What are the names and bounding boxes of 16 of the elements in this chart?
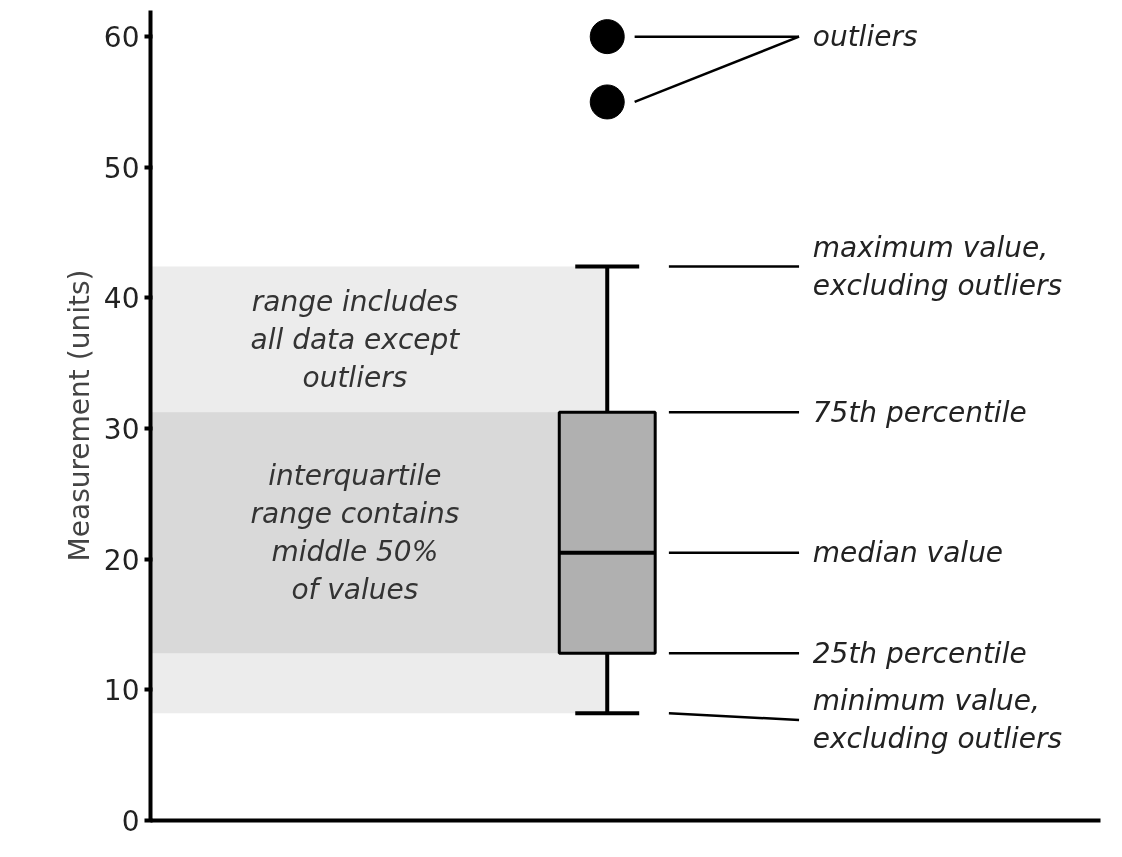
band-label: interquartile range contains middle 50% of values (250, 459, 460, 607)
annotation: outliers (812, 20, 918, 54)
annotation: 75th percentile (812, 395, 1027, 429)
y-axis-title: Measurement (units) (62, 269, 96, 562)
y-tick-label: 10 (103, 674, 140, 708)
y-tick-label: 60 (103, 21, 140, 55)
annotation: maximum value, excluding outliers (812, 231, 1063, 303)
y-tick-label: 20 (103, 543, 140, 577)
y-tick-label: 50 (103, 151, 140, 185)
annotation: 25th percentile (812, 636, 1027, 670)
y-tick-label: 40 (103, 282, 140, 316)
annotation: minimum value, excluding outliers (812, 684, 1063, 756)
annotation: median value (812, 536, 1004, 570)
y-tick-label: 0 (121, 805, 140, 838)
y-tick-label: 30 (103, 413, 140, 447)
band-label: range includes all data except outliers (250, 284, 461, 394)
